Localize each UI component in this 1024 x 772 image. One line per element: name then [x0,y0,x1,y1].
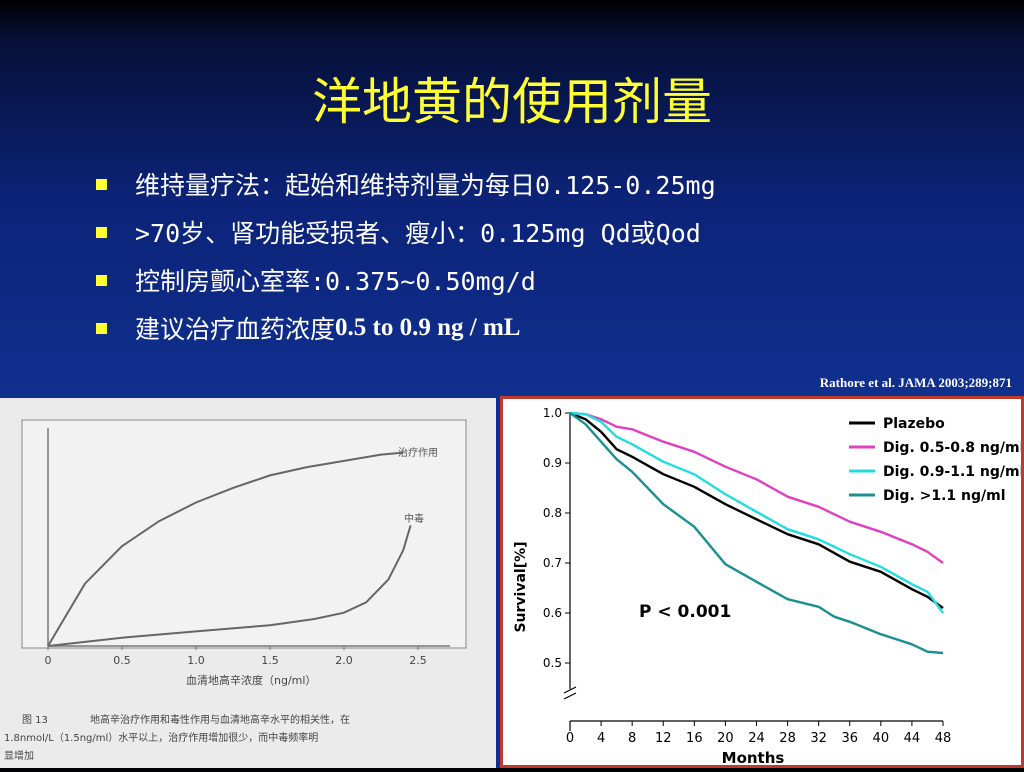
caption-line-2: 1.8nmol/L（1.5ng/ml）水平以上，治疗作用增加很少，而中毒频率明 [4,731,318,744]
left-x-tick-label: 1.0 [187,654,205,667]
citation: Rathore et al. JAMA 2003;289;871 [819,375,1012,390]
bullet-item: 建议治疗血药浓度 0.5 to 0.9 ng / mL [96,304,716,352]
left-x-tick-label: 2.5 [409,654,427,667]
survival-x-tick-label: 44 [904,731,921,746]
survival-series-line-2 [569,411,944,614]
bullet-square-icon [96,274,107,286]
left-x-label: 血清地高辛浓度（ng/ml） [186,673,316,687]
caption-line-3: 显增加 [4,749,34,762]
bullet-square-icon [96,322,107,334]
survival-x-tick-label: 20 [717,731,734,746]
survival-y-tick-label: 0.5 [543,656,562,670]
left-x-tick-label: 0 [45,654,52,667]
survival-x-tick-label: 36 [841,731,858,746]
left-x-tick-label: 0.5 [113,654,131,667]
bullet-text: 建议治疗血药浓度 [135,315,336,344]
bullet-list: 维持量疗法：起始和维持剂量为每日0.125-0.25mg >70岁、肾功能受损者… [96,160,716,352]
caption-line-1: 地高辛治疗作用和毒性作用与血清地高辛水平的相关性，在 [90,713,350,726]
bullet-text: 控制房颤心室率:0.375~0.50mg/d [135,267,536,296]
left-series-line-1 [47,525,412,647]
p-value-annotation: P < 0.001 [639,602,731,622]
survival-series-line-0 [569,411,944,609]
curve-label-toxic: 中毒 [404,512,424,525]
survival-y-tick-label: 0.9 [543,456,562,470]
slide-title: 洋地黄的使用剂量 [312,73,712,131]
bullet-item: >70岁、肾功能受损者、瘦小：0.125mg Qd或Qod [96,208,716,256]
survival-y-tick-label: 1.0 [543,406,562,420]
survival-x-tick-label: 48 [935,731,952,746]
left-series-line-0 [47,451,404,647]
survival-x-tick-label: 0 [566,731,574,746]
legend-label-2: Dig. 0.9-1.1 ng/ml [883,464,1021,480]
left-figure-svg: 0 0.5 1.0 1.5 2.0 2.5 治疗作用 中毒 血清地高辛浓度（ng/ml） … [4,419,467,762]
bullet-square-icon [96,178,107,190]
bullet-text-range: 0.5 to 0.9 ng / mL [335,314,521,341]
left-x-tick-label: 1.5 [261,654,279,667]
survival-y-label: Survival[%] [513,541,529,632]
survival-x-tick-label: 24 [748,731,765,746]
survival-x-tick-label: 40 [873,731,890,746]
survival-y-tick-label: 0.6 [543,606,562,620]
axis-break-mark [563,686,577,694]
legend-label-0: Plazebo [883,416,945,432]
right-figure: 1.0 0.9 0.8 0.7 0.6 0.5 0 4 8 12 16 20 24 28 32 36 40 44… [500,396,1024,768]
bullet-item: 维持量疗法：起始和维持剂量为每日0.125-0.25mg [96,160,716,208]
legend-label-3: Dig. >1.1 ng/ml [883,488,1006,504]
survival-x-tick-label: 32 [810,731,827,746]
survival-x-tick-label: 28 [779,731,796,746]
survival-legend: Plazebo Dig. 0.5-0.8 ng/ml Dig. 0.9-1.1 ng… [849,416,1024,504]
survival-x-tick-label: 8 [628,731,636,746]
survival-x-label: Months [722,749,785,765]
survival-y-tick-label: 0.8 [543,506,562,520]
survival-x-tick-label: 16 [686,731,703,746]
axis-break-mark [563,692,577,700]
legend-label-1: Dig. 0.5-0.8 ng/ml [883,440,1021,456]
left-series-group [47,451,412,647]
survival-series-line-3 [569,412,944,655]
survival-x-tick-label: 12 [655,731,672,746]
left-plot-frame [21,419,467,649]
left-tick-group: 0 0.5 1.0 1.5 2.0 2.5 [45,646,427,667]
survival-series-group [569,411,944,655]
survival-series-line-1 [569,411,944,564]
left-x-tick-label: 2.0 [335,654,353,667]
bullet-square-icon [96,226,107,238]
bullet-text: >70岁、肾功能受损者、瘦小：0.125mg Qd或Qod [135,219,701,248]
survival-x-ticks: 0 4 8 12 16 20 24 28 32 36 40 44 48 [566,721,951,746]
survival-y-ticks: 1.0 0.9 0.8 0.7 0.6 0.5 [543,406,570,670]
left-figure: 0 0.5 1.0 1.5 2.0 2.5 治疗作用 中毒 血清地高辛浓度（ng/ml） … [0,398,496,768]
survival-x-tick-label: 4 [597,731,605,746]
bullet-text: 维持量疗法：起始和维持剂量为每日0.125-0.25mg [135,171,716,200]
bullet-item: 控制房颤心室率:0.375~0.50mg/d [96,256,716,304]
curve-label-therapeutic: 治疗作用 [398,446,438,459]
survival-chart-svg: 1.00.90.80.70.60.5 0 4 8 12 16 20 24 28 32 36 40 44… [513,406,1024,767]
survival-y-tick-label: 0.7 [543,556,562,570]
figure-number: 图 13 [22,714,48,726]
